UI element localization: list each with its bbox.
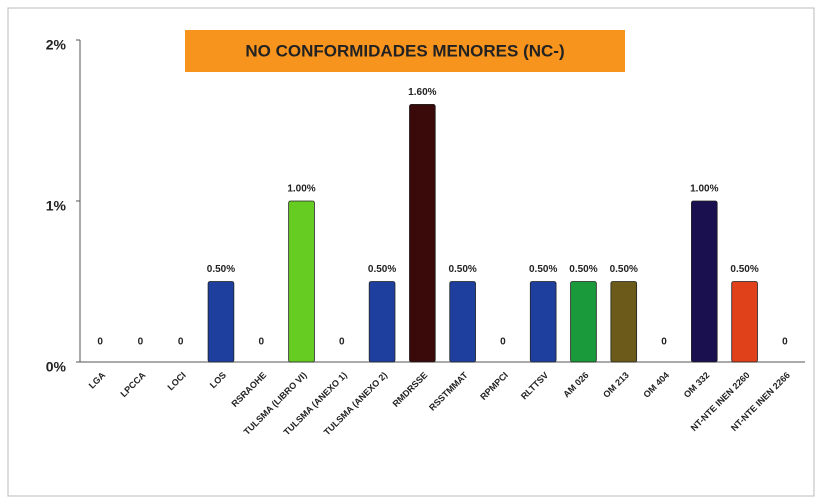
- data-label: 0: [138, 337, 144, 348]
- data-label: 0.50%: [368, 264, 396, 275]
- bar: [691, 200, 718, 363]
- data-label: 0.50%: [730, 264, 758, 275]
- data-label: 0: [339, 337, 345, 348]
- y-tick-label: 2%: [46, 37, 67, 53]
- data-label: 0.50%: [448, 264, 476, 275]
- data-label: 0: [258, 337, 264, 348]
- data-label: 0: [661, 337, 667, 348]
- data-label: 0: [97, 337, 103, 348]
- y-tick-label: 1%: [46, 198, 67, 214]
- data-label: 0.50%: [610, 264, 638, 275]
- chart-title: NO CONFORMIDADES MENORES (NC-): [245, 41, 564, 60]
- data-label: 0: [178, 337, 184, 348]
- bar: [288, 200, 315, 363]
- data-label: 1.60%: [408, 87, 436, 98]
- data-label: 0.50%: [529, 264, 557, 275]
- data-label: 0.50%: [569, 264, 597, 275]
- data-label: 0.50%: [207, 264, 235, 275]
- bar: [529, 281, 557, 363]
- bar: [368, 281, 396, 363]
- data-label: 0: [782, 337, 788, 348]
- data-label: 1.00%: [287, 184, 315, 195]
- bar: [610, 281, 638, 363]
- bar: [409, 104, 436, 363]
- bar: [449, 281, 476, 363]
- title-box: [185, 30, 625, 72]
- bar: [731, 281, 758, 363]
- data-label: 1.00%: [690, 184, 718, 195]
- data-label: 0: [500, 337, 506, 348]
- bar: [207, 281, 235, 363]
- y-tick-label: 0%: [46, 359, 67, 375]
- bar: [570, 281, 597, 363]
